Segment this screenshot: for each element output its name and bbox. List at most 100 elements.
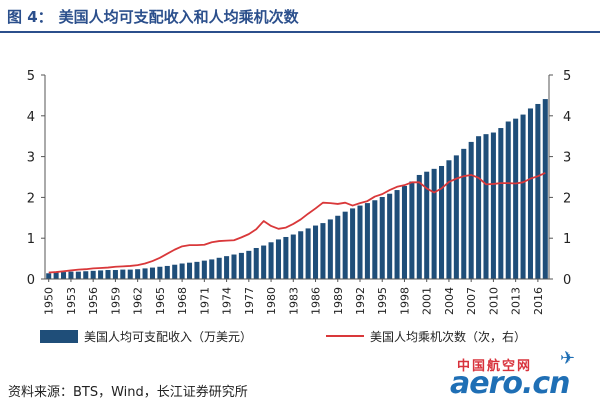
x-tick-label: 1950 <box>43 287 56 315</box>
bar-1998 <box>401 185 407 279</box>
left-tick-label: 4 <box>27 110 35 125</box>
x-tick-label: 2013 <box>510 287 523 315</box>
bar-1975 <box>231 254 237 279</box>
bar-1982 <box>283 236 289 279</box>
x-tick-label: 1953 <box>65 287 78 315</box>
x-tick-label: 2001 <box>421 287 434 315</box>
bar-1961 <box>127 269 133 279</box>
x-tick-label: 1986 <box>310 287 323 315</box>
x-tick-label: 1956 <box>87 287 100 315</box>
bar-1974 <box>224 256 230 279</box>
legend-line-label: 美国人均乘机次数（次，右） <box>370 329 526 344</box>
x-tick-label: 2004 <box>443 287 456 315</box>
bar-2001 <box>424 171 430 279</box>
right-tick-label: 1 <box>563 232 571 247</box>
bar-1995 <box>379 196 385 279</box>
bar-1985 <box>305 228 311 279</box>
bar-1994 <box>372 200 378 279</box>
right-tick-label: 3 <box>563 151 571 166</box>
x-tick-label: 2010 <box>487 287 500 315</box>
airplane-icon: ✈ <box>560 348 576 369</box>
bar-2015 <box>527 108 533 280</box>
bar-1980 <box>268 242 274 279</box>
bar-1970 <box>194 261 200 279</box>
legend-bar-swatch <box>40 330 78 343</box>
x-tick-label: 2007 <box>465 287 478 315</box>
left-tick-label: 3 <box>27 151 35 166</box>
bar-1992 <box>357 205 363 279</box>
bar-1964 <box>149 267 155 279</box>
bar-1962 <box>135 269 141 279</box>
bar-2004 <box>446 160 452 279</box>
bar-2008 <box>476 136 482 279</box>
bar-1983 <box>290 234 296 279</box>
bar-1978 <box>253 247 259 279</box>
bar-1988 <box>327 219 333 279</box>
x-tick-label: 1995 <box>376 287 389 315</box>
bar-2011 <box>498 128 504 279</box>
bar-2000 <box>416 174 422 279</box>
bar-1991 <box>350 208 356 279</box>
bar-1986 <box>313 225 319 279</box>
bar-1957 <box>98 270 104 279</box>
bar-1954 <box>75 271 81 279</box>
bar-1958 <box>105 270 111 279</box>
bar-1965 <box>157 266 163 279</box>
x-tick-label: 1992 <box>354 287 367 315</box>
x-tick-label: 1983 <box>287 287 300 315</box>
x-tick-label: 1977 <box>243 287 256 315</box>
line-series <box>48 172 546 274</box>
bar-1952 <box>61 272 67 279</box>
bar-1951 <box>53 272 59 279</box>
bar-2005 <box>453 155 459 279</box>
watermark-en: aero.cn <box>450 366 571 401</box>
bar-2010 <box>490 132 496 279</box>
bar-1953 <box>68 271 74 279</box>
bar-2009 <box>483 134 489 279</box>
bar-1956 <box>90 270 96 279</box>
left-tick-label: 1 <box>27 232 35 247</box>
bar-1993 <box>364 203 370 279</box>
bar-1967 <box>172 264 178 279</box>
right-tick-label: 5 <box>563 69 571 84</box>
bar-1972 <box>209 259 215 279</box>
x-tick-label: 1962 <box>132 287 145 315</box>
bar-1966 <box>164 265 170 279</box>
bar-1981 <box>275 239 281 279</box>
x-tick-label: 1974 <box>221 287 234 315</box>
x-tick-label: 1959 <box>109 287 122 315</box>
bar-1959 <box>112 270 118 279</box>
bar-2003 <box>439 165 445 279</box>
legend: 美国人均可支配收入（万美元） 美国人均乘机次数（次，右） <box>40 329 526 344</box>
bar-2002 <box>431 168 437 279</box>
figure-title: 图 4： 美国人均可支配收入和人均乘机次数 <box>7 6 299 27</box>
bar-1963 <box>142 268 148 279</box>
bar-1989 <box>335 215 341 279</box>
figure-number: 图 4： <box>7 8 53 26</box>
bar-1977 <box>246 250 252 279</box>
bar-2017 <box>542 99 548 279</box>
bar-2014 <box>520 114 526 279</box>
figure-title-text: 美国人均可支配收入和人均乘机次数 <box>58 8 299 26</box>
legend-bar-label: 美国人均可支配收入（万美元） <box>84 330 252 344</box>
source-note: 资料来源：BTS，Wind，长江证券研究所 <box>8 385 248 400</box>
watermark-cn: 中国航空网 <box>457 359 533 374</box>
x-tick-label: 1971 <box>198 287 211 315</box>
left-tick-label: 2 <box>27 191 35 206</box>
bar-2006 <box>461 148 467 279</box>
bar-1971 <box>201 260 207 279</box>
bar-1976 <box>238 252 244 279</box>
bar-2012 <box>505 121 511 279</box>
right-tick-label: 2 <box>563 191 571 206</box>
x-tick-label: 1968 <box>176 287 189 315</box>
axes: 0 0 1 1 2 2 3 3 4 4 5 5 1950 1953 1956 1959 1962 1965 1968… <box>27 69 572 315</box>
bar-1960 <box>120 269 126 279</box>
x-tick-label: 2016 <box>532 287 545 315</box>
bar-1973 <box>216 257 222 279</box>
bar-2013 <box>513 118 519 279</box>
left-tick-label: 0 <box>27 273 35 288</box>
x-tick-label: 1989 <box>332 287 345 315</box>
bar-1950 <box>46 273 52 279</box>
bar-1990 <box>342 211 348 279</box>
